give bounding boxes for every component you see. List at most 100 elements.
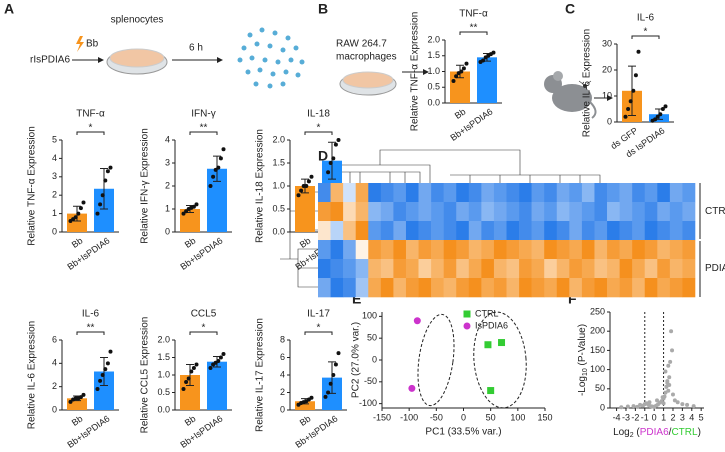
heatmap-cell <box>657 221 671 241</box>
data-point <box>668 359 673 364</box>
data-point <box>408 384 416 392</box>
heatmap-cell <box>607 221 620 241</box>
data-point <box>218 355 223 360</box>
heatmap-cell <box>355 240 369 260</box>
heatmap-cell <box>594 278 608 298</box>
data-point <box>296 193 301 198</box>
y-tick-label: 100 <box>590 364 605 374</box>
heatmap-cell <box>456 202 470 222</box>
data-point <box>304 184 309 188</box>
heatmap-cell <box>343 240 356 260</box>
heatmap-cell <box>456 240 470 260</box>
data-point <box>105 169 110 174</box>
heatmap-cell <box>418 221 432 241</box>
cell-line-label: RAW 264.7 <box>336 39 387 50</box>
x-axis-label: Log2 (PDIA6/CTRL) <box>613 427 701 439</box>
legend-label: IsPDIA6 <box>475 320 508 330</box>
y-tick-label: 1.5 <box>157 352 170 362</box>
bar <box>450 71 470 103</box>
heatmap-cell <box>443 221 457 241</box>
x-tick-label: 4 <box>689 412 694 422</box>
y-tick-label: 0.0 <box>272 226 285 236</box>
heatmap-cell <box>657 202 671 222</box>
y-tick-label: 1 <box>165 203 170 213</box>
label-part: Log <box>613 427 630 438</box>
heatmap-cell <box>594 202 608 222</box>
heatmap-cell <box>330 183 344 203</box>
heatmap-cell <box>318 259 331 279</box>
data-point <box>336 138 341 142</box>
chart-title: IL-17 <box>307 309 330 320</box>
y-tick-label: 6 <box>280 352 285 362</box>
heatmap-cell <box>456 183 470 203</box>
heatmap-cell <box>594 240 608 260</box>
y-tick-label: 0.0 <box>157 404 170 414</box>
x-tick-label: Bb <box>183 413 198 428</box>
y-tick-label: 4 <box>52 358 57 368</box>
heatmap-cell <box>380 183 394 203</box>
label-part: (P-Value) <box>577 324 588 368</box>
heatmap-cell <box>632 240 646 260</box>
data-point <box>625 404 630 409</box>
heatmap-cell <box>318 240 331 260</box>
x-tick-label: 0 <box>461 412 466 422</box>
data-point <box>181 387 186 391</box>
heatmap-cell <box>493 221 507 241</box>
heatmap-cell <box>443 202 457 222</box>
data-point <box>208 184 213 188</box>
data-point <box>103 367 108 372</box>
row-group-label: PDIA6 <box>705 263 725 274</box>
heatmap-cell <box>619 221 633 241</box>
error-bar <box>328 141 336 180</box>
x-tick-label: -2 <box>631 412 639 422</box>
heatmap-cell <box>343 259 356 279</box>
bar <box>180 375 200 410</box>
data-point <box>186 376 191 381</box>
heatmap-cell <box>531 221 545 241</box>
heatmap-cell <box>431 221 444 241</box>
data-point <box>98 202 103 207</box>
data-point <box>306 179 311 184</box>
data-point <box>672 398 677 403</box>
significance-label: * <box>644 27 648 38</box>
heatmap-cell <box>544 221 558 241</box>
y-tick-label: 3 <box>165 157 170 167</box>
heatmap-cell <box>493 240 507 260</box>
heatmap-cell <box>657 183 671 203</box>
heatmap-cell <box>405 240 419 260</box>
label-part: 2 <box>630 432 634 439</box>
heatmap-cell <box>481 240 495 260</box>
heatmap-cell <box>343 278 356 298</box>
heatmap-cell <box>669 278 683 298</box>
chart-title: IL-18 <box>307 109 330 120</box>
data-point <box>333 142 338 147</box>
data-point <box>194 202 199 207</box>
data-point <box>216 165 221 170</box>
data-point <box>328 161 333 165</box>
bar <box>295 401 315 410</box>
schematic-c <box>544 71 613 119</box>
data-point <box>194 362 199 367</box>
y-tick-label: 2 <box>280 387 285 397</box>
heatmap-cell <box>519 259 532 279</box>
heatmap-cell <box>531 240 545 260</box>
heatmap-cell <box>318 183 331 203</box>
legend-marker <box>463 322 471 330</box>
heatmap-cell <box>556 221 570 241</box>
heatmap-cell <box>431 278 444 298</box>
data-point <box>663 104 668 109</box>
data-point <box>660 395 665 400</box>
heatmap-cell <box>607 240 620 260</box>
heatmap-cell <box>481 278 495 298</box>
data-point <box>78 206 83 211</box>
heatmap-cell <box>519 202 532 222</box>
heatmap-cell <box>355 278 369 298</box>
y-tick-label: 4 <box>165 134 170 144</box>
data-point <box>633 73 638 78</box>
x-tick-label: 2 <box>670 412 675 422</box>
row-group-label: CTRL <box>705 206 725 217</box>
heatmap-cell <box>343 221 356 241</box>
heatmap-cell <box>657 240 671 260</box>
y-tick-label: 10 <box>602 90 612 100</box>
data-point <box>191 204 196 209</box>
